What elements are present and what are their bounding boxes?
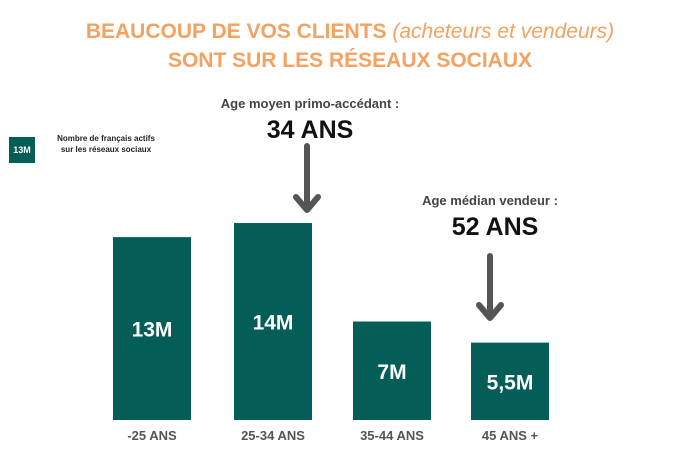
first-buyer-age-value: 34 ANS [266,116,354,144]
seller-age-value: 52 ANS [451,213,539,241]
bar-0 [113,237,191,420]
chart-title-main: BEAUCOUP DE VOS CLIENTS [85,20,387,43]
category-label-2: 35-44 ANS [360,428,424,443]
bar-3 [471,342,549,420]
first-buyer-arrow-icon [293,143,321,213]
category-label-1: 25-34 ANS [241,428,305,443]
category-label-3: 45 ANS + [482,428,539,443]
legend-text: Nombre de français actifs sur les réseau… [57,134,155,154]
bar-1 [234,223,312,420]
bar-2 [353,321,431,420]
seller-arrow-icon [476,253,504,321]
bar-value-label-1: 14M [253,312,294,335]
chart-title-sub: (acheteurs et vendeurs) [392,20,615,43]
legend-swatch: 13M [9,137,35,163]
chart-title-line-1: BEAUCOUP DE VOS CLIENTS (acheteurs et ve… [0,18,700,45]
annotation-arrows [293,143,504,321]
chart-title-line-2: SONT SUR LES RÉSEAUX SOCIAUX [167,49,533,72]
category-label-0: -25 ANS [127,428,177,443]
bar-value-label-2: 7M [377,361,406,384]
seller-age-label: Age médian vendeur : [422,193,558,208]
bar-value-label-0: 13M [132,319,173,342]
first-buyer-age-label: Age moyen primo-accédant : [220,96,400,111]
bar-value-label-3: 5,5M [487,371,534,394]
